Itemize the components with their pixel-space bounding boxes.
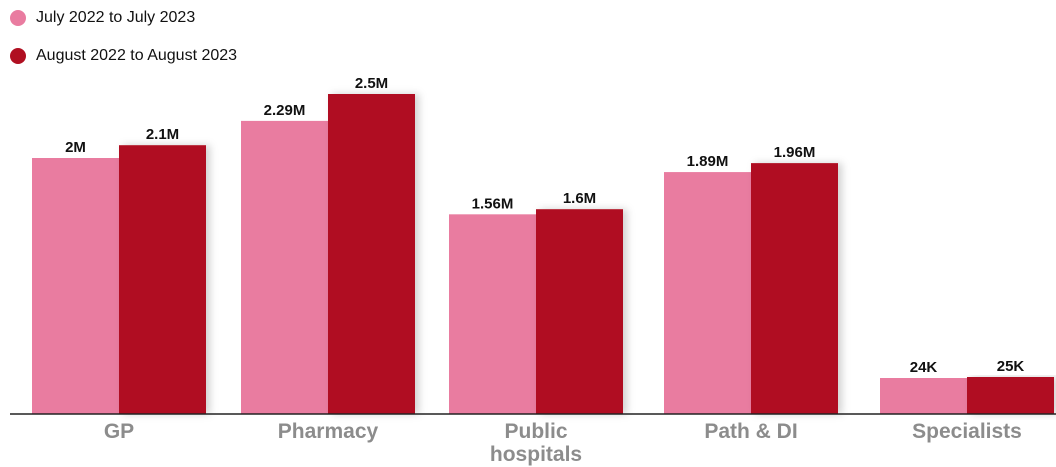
bar-pharmacy-series-1 [241,120,328,414]
legend-swatch-july [10,10,26,26]
legend-item-july: July 2022 to July 2023 [10,8,237,28]
bar-public-hospitals-series-1 [449,214,536,414]
legend-label-august: August 2022 to August 2023 [36,47,238,64]
bar-path-di-series-2 [751,163,838,414]
bar-gp-series-1 [32,158,119,414]
value-label-public-hospitals-series-1: 1.56M [472,195,514,212]
bar-specialists-series-1 [880,378,967,414]
bar-path-di-series-1 [664,172,751,414]
value-label-public-hospitals-series-2: 1.6M [563,190,596,207]
category-labels-group: GP Pharmacy Public hospitals Path & DI Specia… [104,420,1022,466]
legend-label-july: July 2022 to July 2023 [36,9,196,26]
bar-public-hospitals-series-2 [536,209,623,414]
legend-item-august: August 2022 to August 2023 [10,46,237,66]
value-label-specialists-series-2: 25K [997,358,1025,375]
category-label-path-di: Path & DI [704,420,797,443]
value-label-path-di-series-1: 1.89M [687,153,729,170]
bar-pharmacy-series-2 [328,94,415,414]
value-label-specialists-series-1: 24K [910,359,938,376]
legend-swatch-august [10,48,26,64]
category-label-public-hospitals: Public hospitals [490,420,582,466]
value-label-gp-series-1: 2M [65,139,86,156]
bar-gp-series-2 [119,145,206,414]
category-label-gp: GP [104,420,134,443]
category-label-pharmacy: Pharmacy [278,420,379,443]
bars-group [32,94,1054,414]
value-labels-group: 2M 2.1M 2.29M 2.5M 1.56M 1.6M 1.89M 1.96M 24K 25K [65,75,1024,376]
value-label-pharmacy-series-1: 2.29M [264,102,306,119]
value-label-pharmacy-series-2: 2.5M [355,75,388,92]
category-label-specialists: Specialists [912,420,1022,443]
value-label-path-di-series-2: 1.96M [774,144,816,161]
bar-specialists-series-2 [967,377,1054,414]
value-label-gp-series-2: 2.1M [146,126,179,143]
legend: July 2022 to July 2023 August 2022 to Au… [10,8,237,84]
